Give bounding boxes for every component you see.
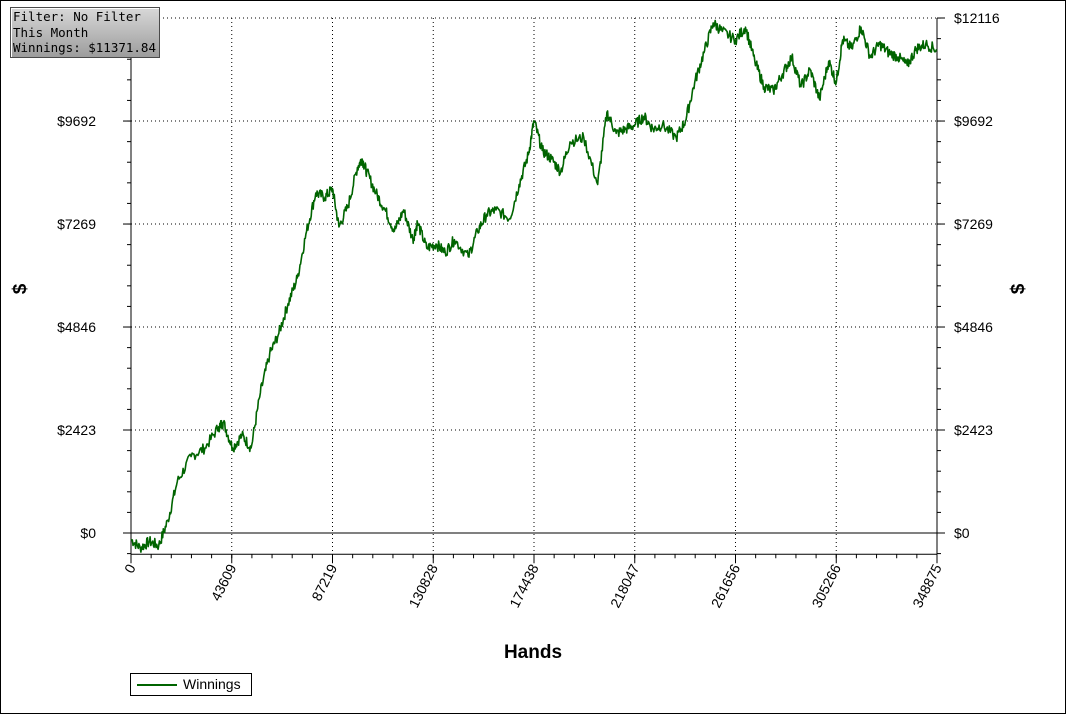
y-tick-label-right: $12116 [954,10,1000,26]
y-tick-label-left: $2423 [57,422,96,438]
x-tick-label: 0 [121,561,139,575]
legend-label-winnings: Winnings [183,676,241,692]
axes [123,17,945,564]
legend-swatch-winnings [137,684,177,686]
x-tick-label: 87219 [308,561,340,603]
winnings-line: Winnings: $11371.84 [13,40,156,55]
y-tick-label-left: $9692 [57,113,96,129]
x-tick-label: 174438 [506,561,542,610]
x-tick-label: 130828 [405,561,441,610]
x-tick-label: 261656 [708,561,744,610]
y-axis-title-right: $ [1008,283,1029,294]
x-tick-label: 43609 [207,561,239,603]
y-tick-label-right: $9692 [954,113,993,129]
x-axis-title: Hands [504,642,562,663]
grid [131,17,937,555]
series-line-winnings [130,19,938,553]
y-tick-label-left: $4846 [57,319,96,335]
series-layer [130,19,938,553]
y-axis-title-left: $ [10,283,31,294]
y-tick-label-left: $0 [80,525,96,541]
x-tick-label: 348875 [909,561,945,610]
tick-labels: $0 $2423 $4846 $7269 $9692 $0 $2423 $4846 $7269 $… [57,10,1000,610]
y-tick-label-right: $7269 [954,216,993,232]
y-tick-label-right: $2423 [954,422,993,438]
filter-line: Filter: No Filter [13,9,141,24]
period-line: This Month [13,24,89,40]
legend: Winnings [130,673,252,696]
y-tick-label-left: $7269 [57,216,96,232]
y-tick-label-right: $4846 [954,319,993,335]
y-tick-label-right: $0 [954,525,970,541]
x-tick-label: 305266 [808,561,844,610]
x-tick-label: 218047 [607,561,643,610]
filter-info-box: Filter: No Filter This Month Winnings: $… [10,7,160,58]
